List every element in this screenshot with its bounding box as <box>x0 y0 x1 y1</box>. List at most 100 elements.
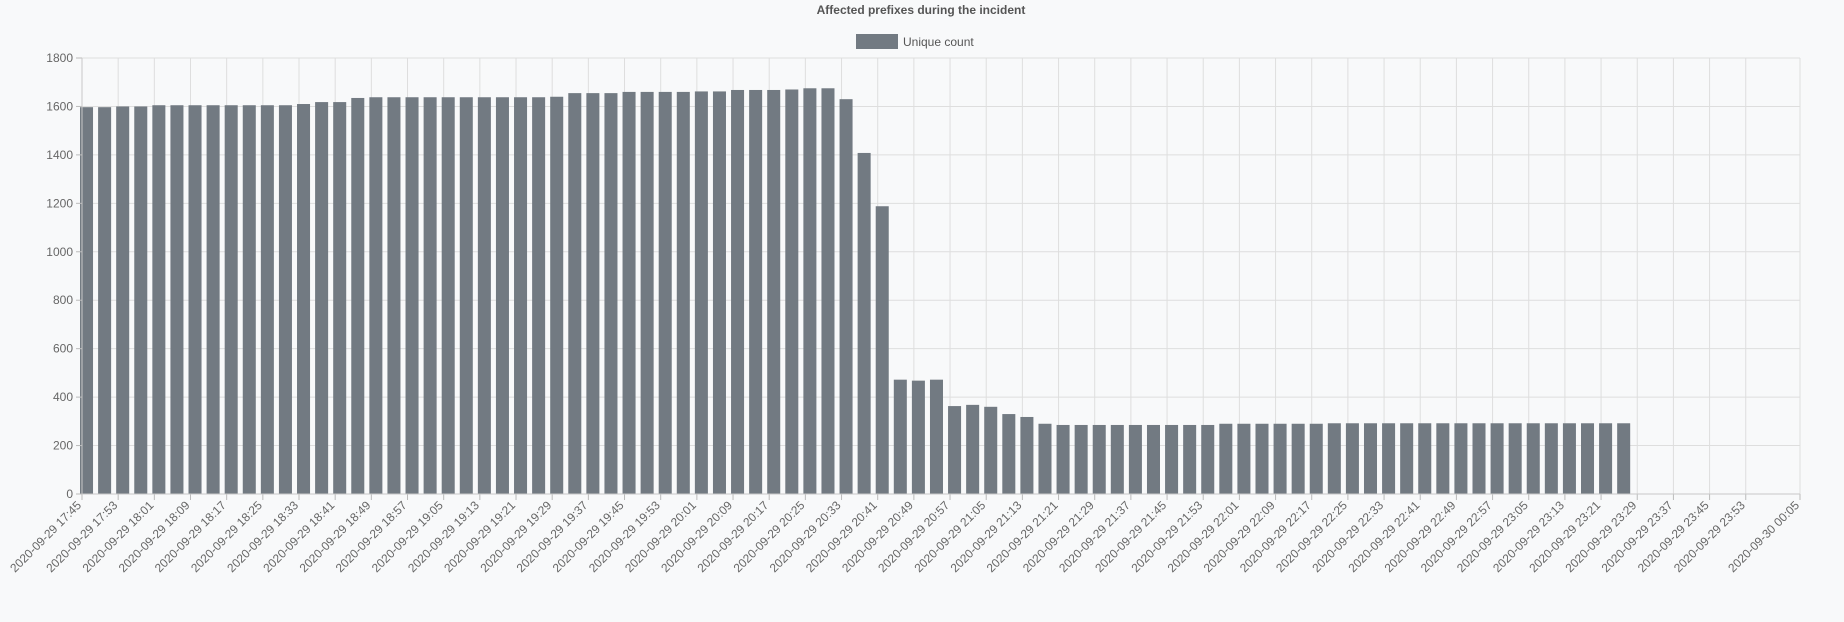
bars <box>80 88 1631 495</box>
bar <box>116 106 130 494</box>
bar <box>550 96 564 494</box>
bar <box>297 104 311 495</box>
bar <box>1490 423 1504 494</box>
bar <box>1092 424 1106 494</box>
bar <box>1074 424 1088 494</box>
bar <box>731 89 745 495</box>
bar <box>224 105 238 494</box>
y-tick-label: 400 <box>53 390 73 404</box>
bar <box>821 88 835 495</box>
bar <box>839 99 853 494</box>
y-tick-label: 1200 <box>46 196 73 210</box>
bar <box>98 107 112 494</box>
bar <box>134 106 148 494</box>
bar <box>1146 424 1160 494</box>
bar <box>1201 424 1215 494</box>
bar <box>1363 423 1378 494</box>
bar <box>1255 423 1269 494</box>
bar <box>893 379 907 494</box>
bar <box>459 97 473 495</box>
bar <box>875 206 889 495</box>
bar <box>1291 423 1305 494</box>
bar <box>1599 423 1613 494</box>
bar <box>351 97 365 494</box>
legend-swatch <box>856 34 898 49</box>
bar <box>369 97 383 495</box>
bar <box>315 102 329 494</box>
bar <box>441 97 455 495</box>
bar <box>1617 423 1631 494</box>
y-tick-label: 1600 <box>46 99 73 113</box>
bar <box>911 380 925 494</box>
bar <box>278 105 292 494</box>
bar <box>423 97 437 495</box>
bar <box>170 105 184 494</box>
bar <box>1056 424 1070 494</box>
bar <box>188 105 202 494</box>
bar <box>1400 423 1414 494</box>
bar <box>966 404 980 494</box>
bar <box>1436 423 1450 494</box>
y-tick-label: 1400 <box>46 148 73 162</box>
bar <box>948 406 962 494</box>
bar <box>658 91 672 495</box>
bar <box>767 89 781 495</box>
bar <box>803 88 817 495</box>
bar <box>604 93 618 494</box>
bar <box>206 105 220 494</box>
chart-title: Affected prefixes during the incident <box>817 3 1026 17</box>
bar <box>1454 423 1468 494</box>
bar <box>1020 416 1034 494</box>
bar <box>260 105 274 494</box>
bar <box>1562 423 1576 494</box>
bar <box>676 91 690 495</box>
bar <box>405 97 419 495</box>
bar <box>1002 414 1016 494</box>
bar <box>984 406 998 494</box>
bar <box>586 93 600 494</box>
legend: Unique count <box>856 34 974 49</box>
bar <box>333 102 347 494</box>
bar <box>929 379 943 494</box>
bar <box>1345 423 1359 494</box>
legend-label: Unique count <box>903 35 974 49</box>
y-tick-label: 200 <box>53 439 73 453</box>
bar <box>1309 423 1323 494</box>
bar <box>1544 423 1558 494</box>
bar <box>387 97 401 495</box>
bar <box>785 89 799 494</box>
y-tick-label: 1800 <box>46 51 73 65</box>
bar <box>1581 423 1595 494</box>
bar <box>1382 423 1396 494</box>
bar <box>1219 423 1233 494</box>
bar <box>1183 424 1197 494</box>
bar <box>1526 423 1540 494</box>
bar <box>1327 423 1341 494</box>
bar <box>1472 423 1486 494</box>
bar <box>1038 423 1052 494</box>
bar <box>1418 423 1432 494</box>
bar <box>640 91 654 495</box>
bar <box>568 93 582 494</box>
bar <box>749 89 763 495</box>
bar <box>477 97 491 495</box>
y-tick-label: 0 <box>66 487 73 501</box>
y-tick-label: 800 <box>53 293 73 307</box>
bar <box>1165 424 1179 494</box>
bar <box>532 97 546 495</box>
bar <box>514 97 528 495</box>
y-tick-label: 600 <box>53 342 73 356</box>
bar <box>1508 423 1522 494</box>
axes: 0200400600800100012001400160018002020-09… <box>7 51 1802 575</box>
bar <box>694 91 708 494</box>
bar <box>495 97 509 495</box>
bar <box>622 91 636 495</box>
bar <box>1110 424 1124 494</box>
y-tick-label: 1000 <box>46 245 73 259</box>
bar <box>242 105 256 494</box>
bar <box>712 91 726 494</box>
bar <box>1128 424 1142 494</box>
bar <box>80 107 94 494</box>
